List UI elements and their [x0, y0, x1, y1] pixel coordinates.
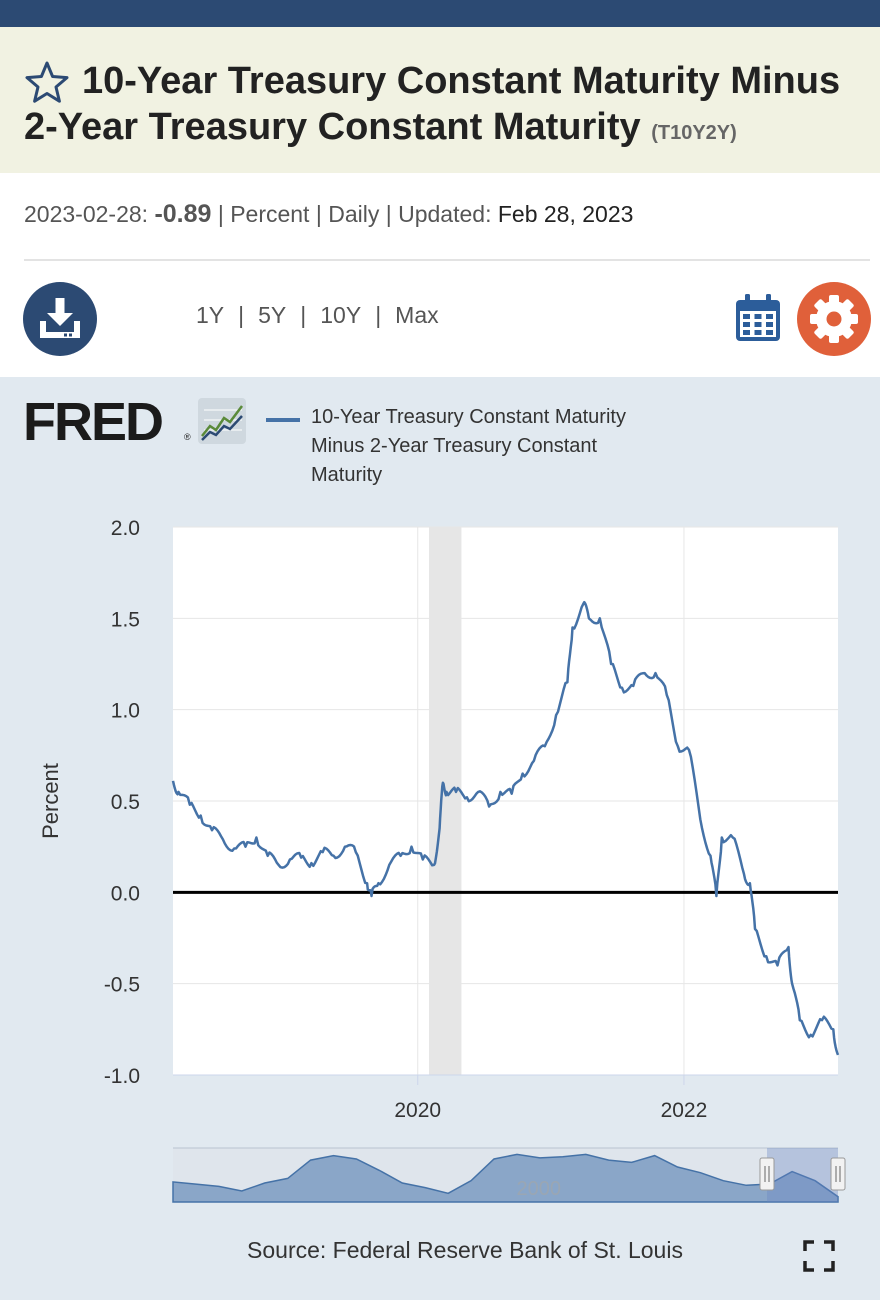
x-tick-label: 2020 [394, 1099, 441, 1122]
range-separator: | [375, 302, 382, 328]
series-line [171, 600, 840, 1056]
y-tick-label: 0.0 [111, 882, 140, 905]
page-title: 10-Year Treasury Constant Maturity Minus… [24, 58, 874, 156]
series-title: 10-Year Treasury Constant Maturity Minus… [24, 60, 841, 148]
legend-swatch [266, 418, 300, 422]
y-tick-label: 0.5 [111, 791, 140, 814]
y-tick-label: 2.0 [111, 517, 140, 540]
range-10y[interactable]: 10Y [320, 302, 362, 328]
range-separator: | [300, 302, 307, 328]
observation-date: 2023-02-28: [24, 201, 149, 227]
latest-value: -0.89 [154, 200, 212, 228]
navigator-label: 2000 [517, 1178, 562, 1200]
y-tick-label: 1.5 [111, 608, 140, 631]
x-tick-label: 2022 [661, 1099, 708, 1122]
fred-registered-mark: ® [184, 432, 191, 442]
top-bar [0, 0, 880, 27]
meta-separator: | [217, 201, 224, 227]
fred-chart-icon [198, 398, 246, 444]
legend-label[interactable]: 10-Year Treasury Constant Maturity Minus… [311, 406, 626, 486]
date-range-selector: 1Y | 5Y | 10Y | Max [196, 302, 439, 329]
star-icon[interactable] [24, 60, 70, 106]
download-icon [40, 298, 80, 338]
meta-separator: | [315, 201, 322, 227]
source-note: Source: Federal Reserve Bank of St. Loui… [247, 1237, 683, 1263]
range-5y[interactable]: 5Y [258, 302, 287, 328]
navigator-selection[interactable] [767, 1148, 838, 1202]
meta-separator: | [385, 201, 392, 227]
navigator-handle[interactable] [830, 1157, 846, 1191]
y-tick-label: 1.0 [111, 700, 140, 723]
series-meta: 2023-02-28: -0.89 | Percent | Daily | Up… [24, 200, 633, 229]
range-separator: | [238, 302, 245, 328]
y-tick-label: -1.0 [104, 1065, 140, 1088]
calendar-icon[interactable] [735, 294, 781, 342]
y-tick-label: -0.5 [104, 974, 140, 997]
updated-label: Updated: [398, 201, 492, 227]
units: Percent [230, 201, 310, 227]
updated-date: Feb 28, 2023 [497, 201, 634, 227]
navigator-handle[interactable] [759, 1157, 775, 1191]
chart: 2.0 1.5 1.0 0.5 0.0 -0.5 -1.0 2020 2022 Percent 20… [38, 517, 846, 1203]
title-band [0, 27, 880, 173]
download-button[interactable] [23, 282, 97, 356]
fred-logo[interactable]: FRED [23, 392, 164, 452]
y-axis-title: Percent [38, 763, 63, 839]
range-1y[interactable]: 1Y [196, 302, 225, 328]
series-id: (T10Y2Y) [651, 122, 737, 144]
gear-icon [810, 295, 858, 343]
frequency: Daily [328, 201, 380, 227]
settings-button[interactable] [797, 282, 871, 356]
fullscreen-icon[interactable] [803, 1240, 835, 1272]
divider [24, 259, 870, 261]
range-max[interactable]: Max [395, 302, 439, 328]
